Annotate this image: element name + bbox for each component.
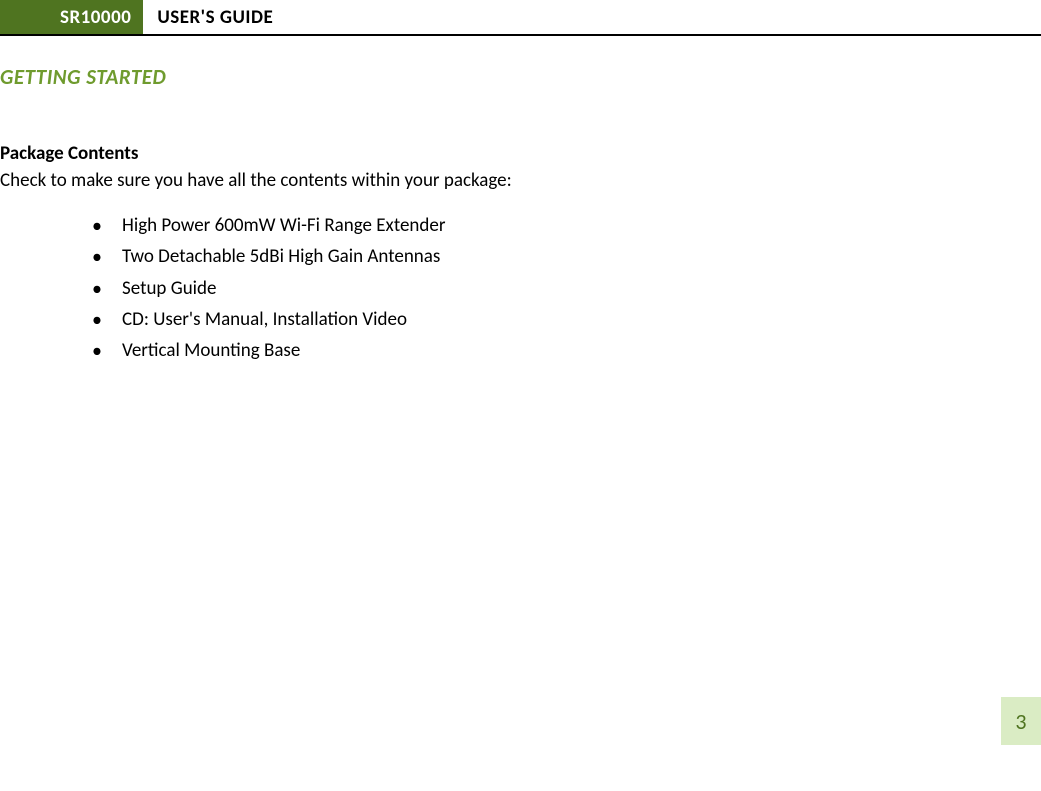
section-title: GETTING STARTED: [0, 64, 1041, 90]
list-item: CD: User's Manual, Installation Video: [92, 304, 1041, 335]
page-header: SR10000 USER'S GUIDE: [0, 0, 1041, 36]
list-item: High Power 600mW Wi-Fi Range Extender: [92, 210, 1041, 241]
list-item: Two Detachable 5dBi High Gain Antennas: [92, 241, 1041, 272]
subsection-intro: Check to make sure you have all the cont…: [0, 169, 1041, 192]
list-item: Vertical Mounting Base: [92, 335, 1041, 366]
page-content: GETTING STARTED Package Contents Check t…: [0, 36, 1041, 367]
document-title: USER'S GUIDE: [143, 0, 287, 34]
list-item: Setup Guide: [92, 273, 1041, 304]
subsection-heading: Package Contents: [0, 142, 1041, 165]
product-badge: SR10000: [0, 0, 143, 34]
package-contents-list: High Power 600mW Wi-Fi Range Extender Tw…: [0, 210, 1041, 367]
page-number: 3: [1001, 697, 1041, 745]
